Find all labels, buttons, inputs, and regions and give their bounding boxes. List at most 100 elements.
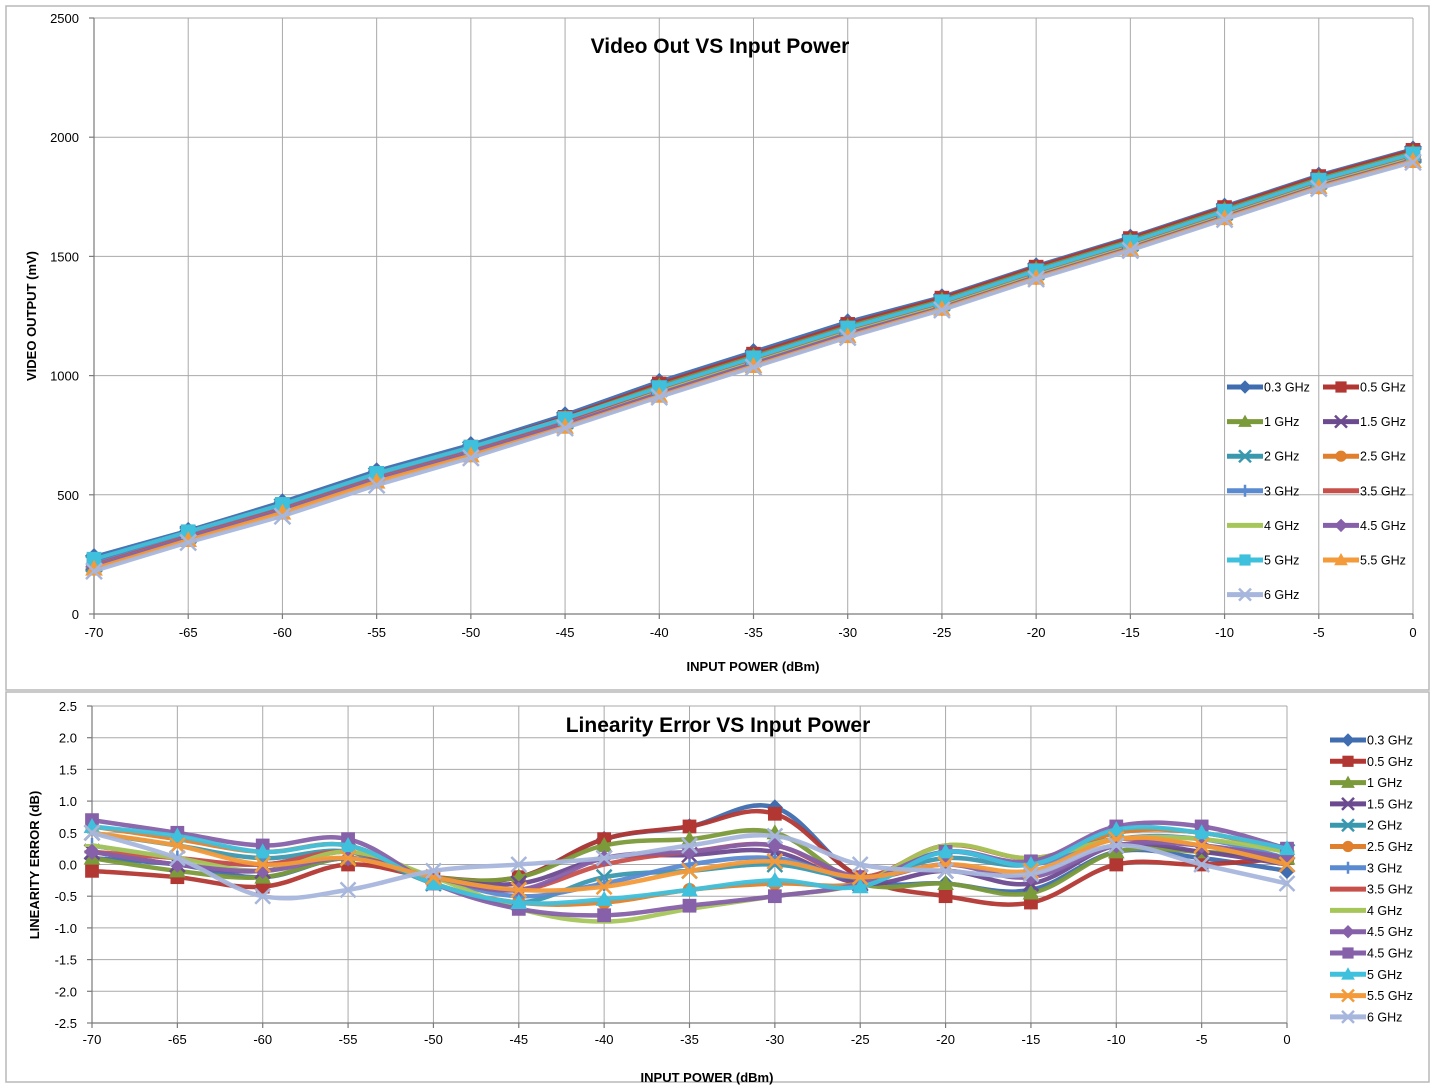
legend-label: 3 GHz <box>1264 484 1299 498</box>
legend-label: 2.5 GHz <box>1360 450 1406 464</box>
legend-item-2-5-ghz: 2.5 GHz <box>1323 450 1406 464</box>
data-point-6-ghz <box>1027 270 1046 288</box>
chart1-xtick-label: -35 <box>680 1032 699 1047</box>
legend-label: 2.5 GHz <box>1367 840 1413 854</box>
legend-item-3-ghz: 3 GHz <box>1330 861 1402 875</box>
data-point-5-5-ghz <box>1278 856 1296 873</box>
legend-item-0-3-ghz: 0.3 GHz <box>1330 733 1413 748</box>
legend-label: 4 GHz <box>1367 904 1402 918</box>
legend-item-3-5-ghz: 3.5 GHz <box>1323 484 1406 498</box>
data-point-5-ghz <box>595 890 613 906</box>
legend-label: 0.3 GHz <box>1367 734 1413 748</box>
data-point-0-5-ghz <box>938 889 953 904</box>
data-point-4-5-ghz <box>597 908 612 923</box>
linearity-ticks: -70 -65 -60 -55 -50 -45 -40 -35 -30 -25 -20 -15 -10-… <box>55 699 1291 1047</box>
data-point-5-5-ghz <box>595 878 613 896</box>
top-panel-frame <box>5 5 1430 691</box>
legend-label: 1.5 GHz <box>1360 415 1406 429</box>
legend-label: 0.5 GHz <box>1367 755 1413 769</box>
data-point-6-ghz <box>556 419 574 437</box>
legend-item-6-ghz: 6 GHz <box>1330 1010 1402 1024</box>
data-point-6-ghz <box>681 837 698 854</box>
chart1-xtick-label: -45 <box>509 1032 528 1047</box>
data-point-6-ghz <box>933 301 951 319</box>
legend-item-0-5-ghz: 0.5 GHz <box>1330 755 1413 769</box>
data-point-4-5-ghz <box>767 889 782 904</box>
chart1-ytick-label: -1.0 <box>55 921 77 936</box>
data-point-6-ghz <box>461 448 480 467</box>
linearity-series-layer <box>83 799 1296 924</box>
legend-label: 5 GHz <box>1367 968 1402 982</box>
legend-label: 4.5 GHz <box>1367 947 1413 961</box>
chart1-xtick-label: -40 <box>595 1032 614 1047</box>
legend-label: 5.5 GHz <box>1367 989 1413 1003</box>
data-point-6-ghz <box>1404 153 1422 172</box>
data-point-5-5-ghz <box>339 849 357 867</box>
data-point-6-ghz <box>510 856 528 873</box>
legend-label: 0.3 GHz <box>1264 381 1310 395</box>
legend-swatch-marker <box>1341 988 1355 1003</box>
legend-item-2-5-ghz: 2.5 GHz <box>1330 840 1413 854</box>
legend-swatch-marker <box>1342 861 1354 874</box>
data-point-5-ghz <box>1278 840 1296 856</box>
legend-item-1-ghz: 1 GHz <box>1330 775 1402 790</box>
chart1-xtick-label: -70 <box>83 1032 102 1047</box>
chart1-ytick-label: -0.5 <box>55 889 77 904</box>
legend-swatch-marker <box>1239 554 1251 566</box>
chart1-ytick-label: -1.5 <box>55 953 77 968</box>
legend-swatch-marker <box>1335 450 1347 462</box>
data-point-6-ghz <box>1121 241 1140 260</box>
data-point-5-ghz <box>339 836 357 852</box>
chart0-ytick-label: 500 <box>57 488 79 503</box>
legend-item-4-ghz: 4 GHz <box>1330 904 1402 918</box>
legend-swatch-marker <box>1335 381 1347 393</box>
legend-label: 1.5 GHz <box>1367 797 1413 811</box>
data-point-5-5-ghz <box>254 856 272 873</box>
data-point-5-ghz <box>254 843 272 859</box>
data-point-4-5-ghz <box>682 898 697 913</box>
data-point-6-ghz <box>766 827 784 845</box>
video-out-ticks: -70 -65 -60 -55 -50 -45 -40 -35 -30 -25 -20 -15 -10-… <box>50 11 1417 640</box>
chart0-xtick-label: -55 <box>367 625 386 640</box>
chart1-xtick-label: -25 <box>851 1032 870 1047</box>
video-out-title: Video Out VS Input Power <box>591 35 850 58</box>
chart1-ytick-label: -2.0 <box>55 984 77 999</box>
data-point-5-ghz <box>1193 824 1210 840</box>
chart1-xtick-label: -60 <box>253 1032 272 1047</box>
legend-label: 0.5 GHz <box>1360 381 1406 395</box>
legend-label: 4.5 GHz <box>1360 519 1406 533</box>
chart0-xtick-label: -40 <box>650 625 669 640</box>
legend-swatch-marker <box>1341 1010 1355 1024</box>
data-point-5-5-ghz <box>1193 837 1211 854</box>
data-point-5-5-ghz <box>851 868 869 886</box>
data-point-6-ghz <box>1278 875 1296 892</box>
data-point-5-5-ghz <box>766 852 784 870</box>
chart0-ytick-label: 0 <box>72 607 79 622</box>
data-point-5-ghz <box>510 894 528 910</box>
legend-swatch-marker <box>1341 775 1355 788</box>
chart1-ytick-label: 0.5 <box>59 826 77 841</box>
legend-swatch-marker <box>1341 733 1355 747</box>
chart1-xtick-label: 0 <box>1283 1032 1290 1047</box>
data-point-6-ghz <box>425 862 442 880</box>
data-point-6-ghz <box>254 887 272 905</box>
data-point-1-ghz <box>1022 884 1040 900</box>
legend-swatch-marker <box>1238 449 1252 464</box>
linearity-legend: 0.3 GHz 0.5 GHz 1 GHz 1.5 GHz 2 GHz 2.5 GHz 3 … <box>1330 733 1413 1024</box>
video-out-legend: 0.3 GHz 0.5 GHz 1 GHz 1.5 GHz 2 GHz 2.5 GHz 3 … <box>1227 380 1406 602</box>
chart0-xtick-label: -30 <box>838 625 857 640</box>
data-point-6-ghz <box>85 562 103 580</box>
legend-swatch-marker <box>1238 414 1252 427</box>
chart0-ytick-label: 1000 <box>50 369 79 384</box>
legend-item-4-ghz: 4 GHz <box>1227 519 1299 533</box>
data-point-6-ghz <box>1022 865 1040 883</box>
data-point-6-ghz <box>273 507 292 526</box>
legend-swatch-marker <box>1342 887 1354 891</box>
data-point-5-5-ghz <box>168 837 186 854</box>
data-point-6-ghz <box>650 388 669 406</box>
legend-item-6-ghz: 6 GHz <box>1227 587 1299 602</box>
data-point-5-ghz <box>169 827 186 843</box>
legend-label: 5.5 GHz <box>1360 554 1406 568</box>
legend-item-4-5-ghz: 4.5 GHz <box>1323 518 1406 533</box>
